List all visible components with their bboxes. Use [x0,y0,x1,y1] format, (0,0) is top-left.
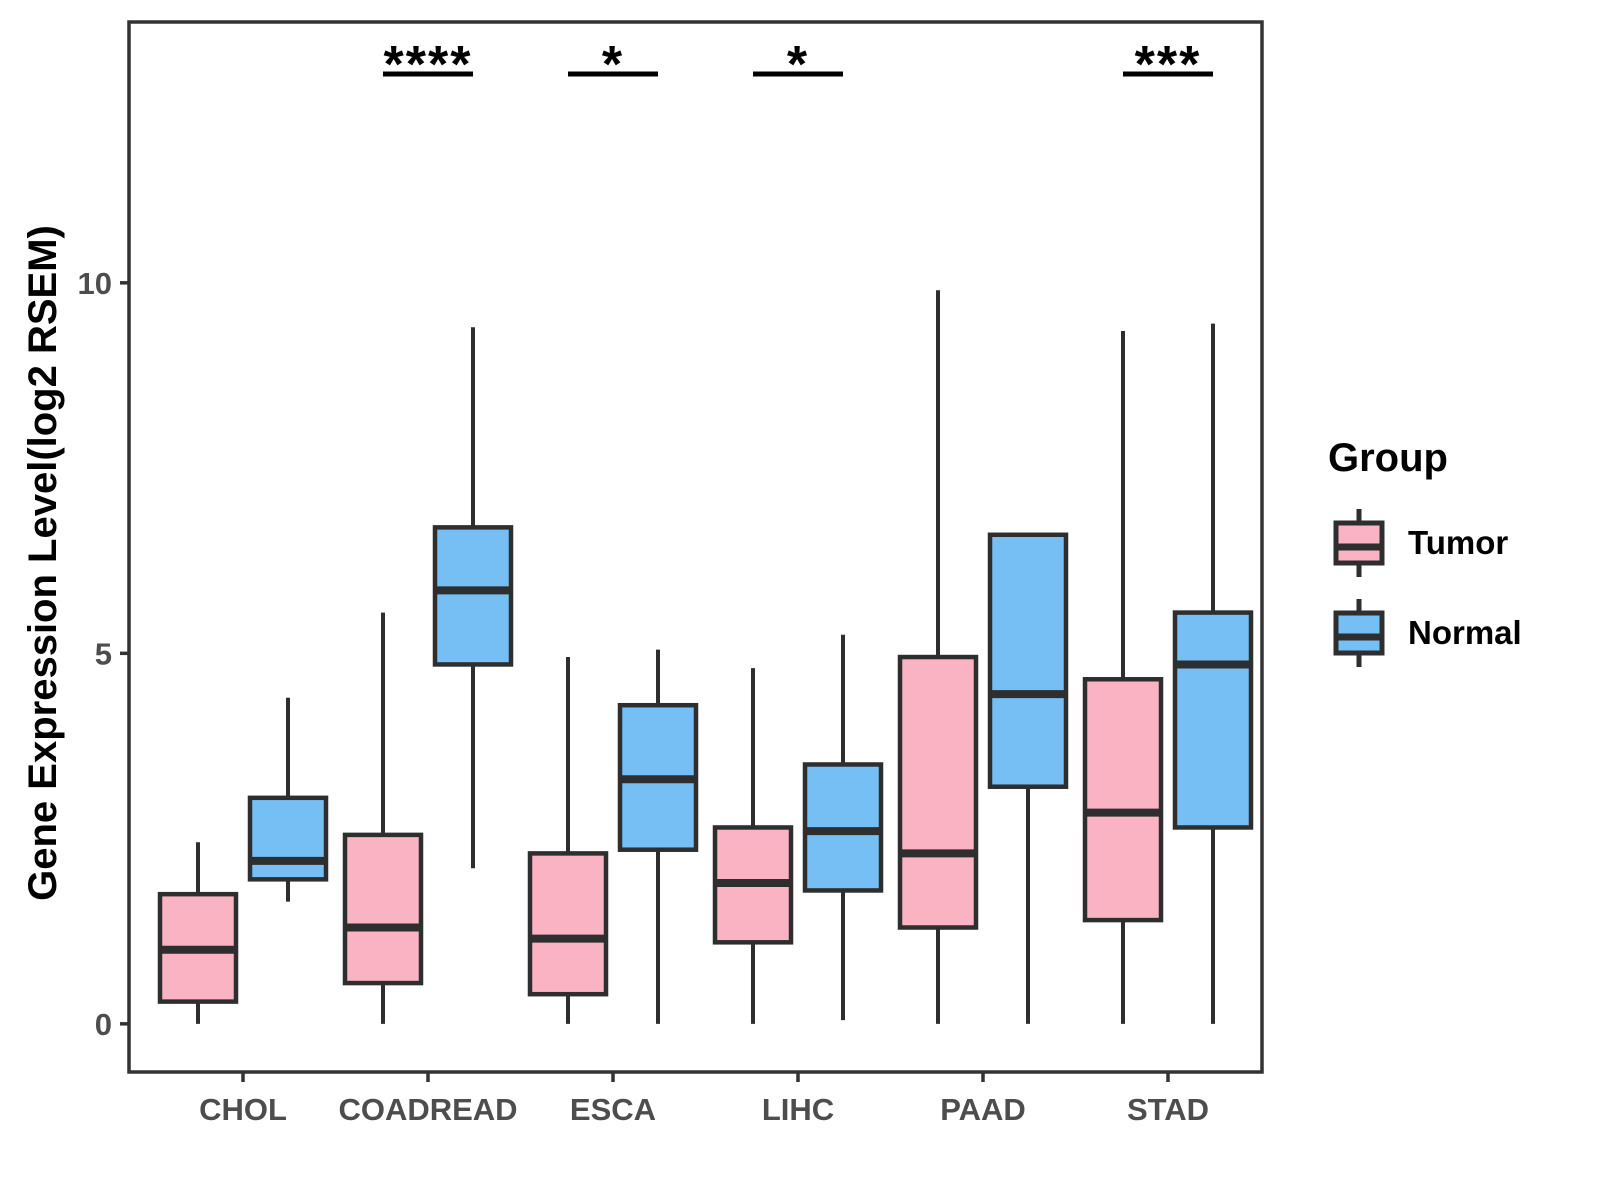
legend-item-tumor: Tumor [1328,507,1522,579]
x-tick-label-COADREAD: COADREAD [338,1092,517,1127]
box-STAD-Normal [1172,610,1254,830]
x-tick-label-LIHC: LIHC [762,1092,834,1127]
box-ESCA-Tumor [527,851,609,997]
box-STAD-Tumor [1082,677,1164,923]
x-tick-label-ESCA: ESCA [570,1092,656,1127]
plot-panel-border [127,20,1264,1074]
legend-items: Tumor Normal [1328,507,1522,687]
legend: Group Tumor Normal [1328,436,1522,687]
legend-title: Group [1328,436,1448,480]
significance-label-COADREAD: **** [384,36,473,94]
y-tick-label-0: 0 [95,1007,112,1042]
y-tick-label-5: 5 [95,636,112,671]
legend-item-normal: Normal [1328,597,1522,669]
box-COADREAD-Tumor [342,832,424,986]
box-CHOL-Normal [247,795,329,882]
box-PAAD-Tumor [897,654,979,930]
legend-boxplot-glyph-normal [1333,599,1385,667]
significance-label-LIHC: * [787,36,809,94]
box-COADREAD-Normal [432,525,514,667]
x-tick-label-STAD: STAD [1127,1092,1209,1127]
significance-label-ESCA: * [602,36,624,94]
y-tick-label-10: 10 [78,266,112,301]
legend-item-label: Normal [1408,614,1522,651]
legend-boxplot-glyph-tumor [1333,509,1385,577]
x-tick-label-PAAD: PAAD [940,1092,1026,1127]
legend-item-label: Tumor [1408,524,1509,561]
x-tick-label-CHOL: CHOL [199,1092,287,1127]
box-PAAD-Normal [987,532,1069,789]
y-axis-title: Gene Expression Level(log2 RSEM) [21,225,65,901]
significance-label-STAD: *** [1135,36,1202,94]
